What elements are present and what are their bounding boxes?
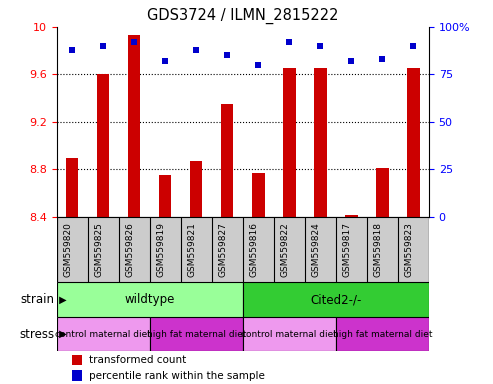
Text: Cited2-/-: Cited2-/- — [310, 293, 361, 306]
Point — [348, 58, 355, 64]
Bar — [71, 370, 82, 381]
Bar — [243, 317, 336, 351]
Bar — [243, 282, 429, 317]
Point — [285, 39, 293, 45]
Bar — [376, 168, 388, 217]
Text: GSM559818: GSM559818 — [373, 222, 383, 277]
Title: GDS3724 / ILMN_2815222: GDS3724 / ILMN_2815222 — [147, 8, 339, 24]
Bar — [57, 317, 150, 351]
Text: GSM559825: GSM559825 — [94, 222, 103, 277]
Bar — [71, 355, 82, 365]
Point — [410, 43, 418, 49]
Text: GSM559821: GSM559821 — [187, 222, 196, 277]
Text: GSM559820: GSM559820 — [63, 222, 72, 277]
Bar — [221, 104, 234, 217]
Point — [192, 46, 200, 53]
Text: ▶: ▶ — [56, 329, 67, 339]
Text: transformed count: transformed count — [89, 355, 187, 365]
Bar — [66, 157, 78, 217]
Text: strain: strain — [20, 293, 54, 306]
Text: GSM559819: GSM559819 — [156, 222, 165, 277]
Text: percentile rank within the sample: percentile rank within the sample — [89, 371, 265, 381]
Bar — [159, 175, 172, 217]
Text: high fat maternal diet: high fat maternal diet — [146, 329, 246, 339]
Text: GSM559816: GSM559816 — [249, 222, 258, 277]
Text: wildtype: wildtype — [125, 293, 175, 306]
Text: high fat maternal diet: high fat maternal diet — [333, 329, 432, 339]
Text: control maternal diet: control maternal diet — [55, 329, 151, 339]
Bar — [345, 215, 357, 217]
Text: control maternal diet: control maternal diet — [242, 329, 337, 339]
Bar — [336, 317, 429, 351]
Bar — [57, 282, 243, 317]
Bar — [128, 35, 141, 217]
Point — [317, 43, 324, 49]
Text: GSM559827: GSM559827 — [218, 222, 227, 277]
Text: GSM559826: GSM559826 — [125, 222, 134, 277]
Point — [379, 56, 387, 62]
Bar — [283, 68, 295, 217]
Bar — [190, 161, 203, 217]
Text: GSM559824: GSM559824 — [312, 222, 320, 277]
Bar — [150, 317, 243, 351]
Text: stress: stress — [19, 328, 54, 341]
Bar — [407, 68, 420, 217]
Point — [254, 62, 262, 68]
Bar — [252, 173, 265, 217]
Point — [223, 52, 231, 58]
Point — [68, 46, 76, 53]
Text: ▶: ▶ — [56, 295, 67, 305]
Point — [99, 43, 107, 49]
Text: GSM559822: GSM559822 — [281, 222, 289, 277]
Point — [161, 58, 169, 64]
Text: GSM559817: GSM559817 — [342, 222, 352, 277]
Point — [130, 39, 138, 45]
Bar — [97, 74, 109, 217]
Bar — [314, 68, 326, 217]
Text: GSM559823: GSM559823 — [404, 222, 414, 277]
